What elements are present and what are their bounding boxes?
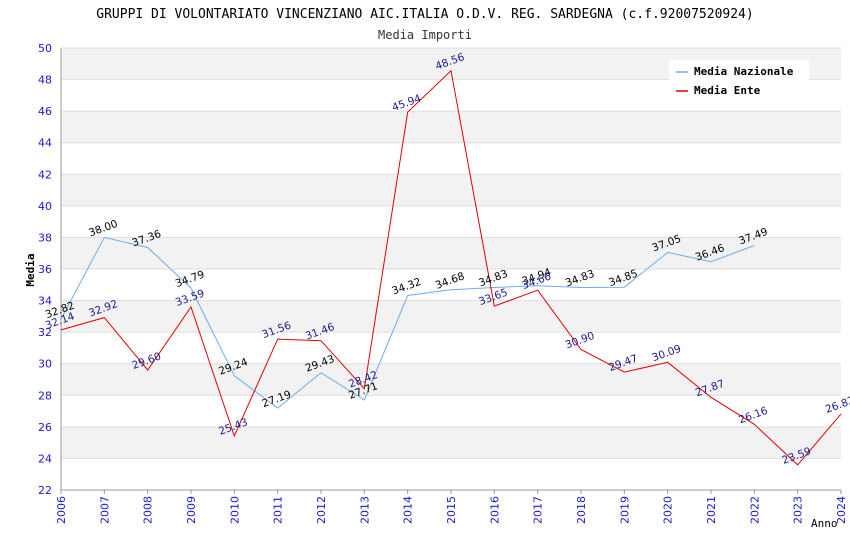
y-tick-label: 40	[38, 200, 52, 213]
y-axis-label: Media	[24, 253, 37, 286]
background-bands	[61, 48, 841, 490]
x-tick-label: 2024	[835, 496, 848, 524]
y-tick-label: 46	[38, 105, 52, 118]
y-tick-label: 22	[38, 484, 52, 497]
legend: Media Nazionale Media Ente	[669, 60, 809, 102]
y-tick-label: 34	[38, 295, 52, 308]
x-tick-label: 2016	[488, 496, 501, 524]
x-tick-label: 2011	[272, 496, 285, 524]
x-tick-labels: 2006 2007 2008 2009 2010 2011 2012 2013 2014 2015…	[55, 490, 848, 524]
x-tick-label: 2006	[55, 496, 68, 524]
x-tick-label: 2014	[402, 496, 415, 524]
band	[61, 395, 841, 427]
legend-box	[669, 60, 809, 102]
band	[61, 363, 841, 396]
chart-title: GRUPPI DI VOLONTARIATO VINCENZIANO AIC.I…	[96, 7, 753, 22]
band	[61, 174, 841, 206]
band	[61, 205, 841, 238]
chart-subtitle: Media Importi	[378, 28, 472, 42]
x-tick-label: 2010	[228, 496, 241, 524]
legend-label-ente: Media Ente	[694, 84, 761, 97]
band	[61, 142, 841, 175]
y-tick-labels: 22 24 26 28 30 32 34 36 38 40 42 44 46 48 50	[38, 42, 52, 497]
band	[61, 269, 841, 301]
series-line-nazionale	[60, 236, 755, 409]
band	[61, 237, 841, 269]
y-tick-label: 30	[38, 358, 52, 371]
band	[61, 332, 841, 364]
y-tick-label: 32	[38, 326, 52, 339]
x-tick-label: 2020	[662, 496, 675, 524]
y-tick-label: 28	[38, 389, 52, 402]
band	[61, 458, 841, 490]
x-tick-label: 2018	[575, 496, 588, 524]
x-tick-label: 2023	[792, 496, 805, 524]
x-tick-label: 2009	[185, 496, 198, 524]
series-line-ente	[60, 69, 842, 466]
x-tick-label: 2008	[142, 496, 155, 524]
x-tick-label: 2007	[98, 496, 111, 524]
band	[61, 111, 841, 143]
x-tick-label: 2017	[532, 496, 545, 524]
x-tick-label: 2013	[358, 496, 371, 524]
x-axis-label: Anno	[811, 517, 838, 530]
x-tick-label: 2021	[705, 496, 718, 524]
y-tick-label: 36	[38, 263, 52, 276]
y-tick-label: 24	[38, 452, 52, 465]
x-tick-label: 2019	[618, 496, 631, 524]
y-tick-label: 48	[38, 74, 52, 87]
series-lines	[60, 69, 842, 466]
x-tick-label: 2012	[315, 496, 328, 524]
x-tick-label: 2015	[445, 496, 458, 524]
y-tick-label: 38	[38, 231, 52, 244]
y-tick-label: 44	[38, 137, 52, 150]
y-tick-label: 26	[38, 421, 52, 434]
gridlines	[61, 47, 841, 491]
x-tick-label: 2022	[748, 496, 761, 524]
y-tick-label: 42	[38, 168, 52, 181]
legend-label-nazionale: Media Nazionale	[694, 65, 794, 78]
band	[61, 300, 841, 333]
band	[61, 426, 841, 459]
y-tick-label: 50	[38, 42, 52, 55]
